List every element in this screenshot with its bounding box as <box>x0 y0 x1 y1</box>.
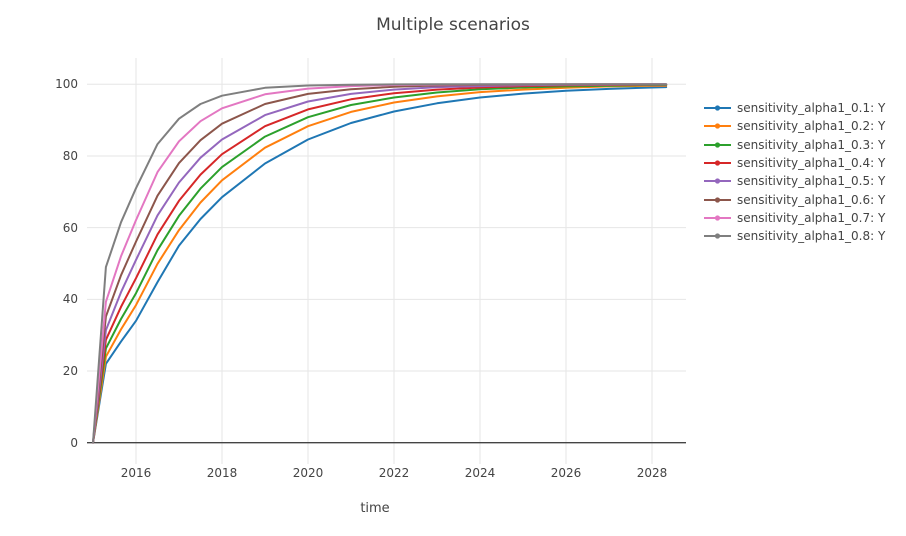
legend-line-marker-icon <box>704 142 731 148</box>
x-tick-label: 2024 <box>464 466 496 480</box>
legend-line-marker-icon <box>704 215 731 221</box>
legend-line-marker-icon <box>704 160 731 166</box>
series-line[interactable] <box>92 86 668 444</box>
x-tick-label: 2022 <box>378 466 410 480</box>
y-tick-label: 100 <box>55 77 78 92</box>
legend-item-label: sensitivity_alpha1_0.4: Y <box>737 156 886 171</box>
legend: sensitivity_alpha1_0.1: Y sensitivity_alp… <box>704 99 885 245</box>
legend-item-label: sensitivity_alpha1_0.5: Y <box>737 174 886 189</box>
legend-item[interactable]: sensitivity_alpha1_0.5: Y <box>704 172 885 190</box>
plot-canvas[interactable] <box>87 58 688 464</box>
legend-item-label: sensitivity_alpha1_0.1: Y <box>737 101 886 116</box>
series-line[interactable] <box>92 83 668 444</box>
series-line[interactable] <box>92 84 668 444</box>
legend-item-label: sensitivity_alpha1_0.3: Y <box>737 137 886 152</box>
legend-item-label: sensitivity_alpha1_0.6: Y <box>737 192 886 207</box>
legend-line-marker-icon <box>704 105 731 111</box>
series-line[interactable] <box>92 83 668 444</box>
legend-item[interactable]: sensitivity_alpha1_0.4: Y <box>704 154 885 172</box>
x-tick-label: 2028 <box>636 466 668 480</box>
legend-item-label: sensitivity_alpha1_0.2: Y <box>737 119 886 134</box>
x-tick-label: 2018 <box>206 466 238 480</box>
x-tick-label: 2016 <box>120 466 152 480</box>
y-tick-label: 60 <box>62 220 78 235</box>
y-tick-label: 20 <box>62 364 78 378</box>
legend-item-label: sensitivity_alpha1_0.7: Y <box>737 210 886 225</box>
legend-item[interactable]: sensitivity_alpha1_0.8: Y <box>704 227 885 245</box>
y-tick-label: 40 <box>62 292 78 307</box>
y-tick-label: 0 <box>70 435 78 450</box>
legend-line-marker-icon <box>704 233 731 239</box>
series-line[interactable] <box>92 83 668 444</box>
y-tick-label: 80 <box>62 148 78 163</box>
chart-title: Multiple scenarios <box>376 15 530 35</box>
legend-item-label: sensitivity_alpha1_0.8: Y <box>737 229 886 244</box>
legend-line-marker-icon <box>704 197 731 203</box>
legend-item[interactable]: sensitivity_alpha1_0.6: Y <box>704 190 885 208</box>
series-line[interactable] <box>92 83 668 444</box>
x-tick-label: 2020 <box>292 466 324 480</box>
legend-item[interactable]: sensitivity_alpha1_0.2: Y <box>704 117 885 135</box>
x-tick-label: 2026 <box>550 466 582 480</box>
legend-line-marker-icon <box>704 123 731 130</box>
legend-item[interactable]: sensitivity_alpha1_0.3: Y <box>704 136 885 154</box>
series-line[interactable] <box>92 83 668 444</box>
series-line[interactable] <box>92 84 668 444</box>
x-axis-title: time <box>360 501 390 516</box>
legend-item[interactable]: sensitivity_alpha1_0.7: Y <box>704 209 885 227</box>
legend-item[interactable]: sensitivity_alpha1_0.1: Y <box>704 99 885 117</box>
legend-line-marker-icon <box>704 178 731 184</box>
